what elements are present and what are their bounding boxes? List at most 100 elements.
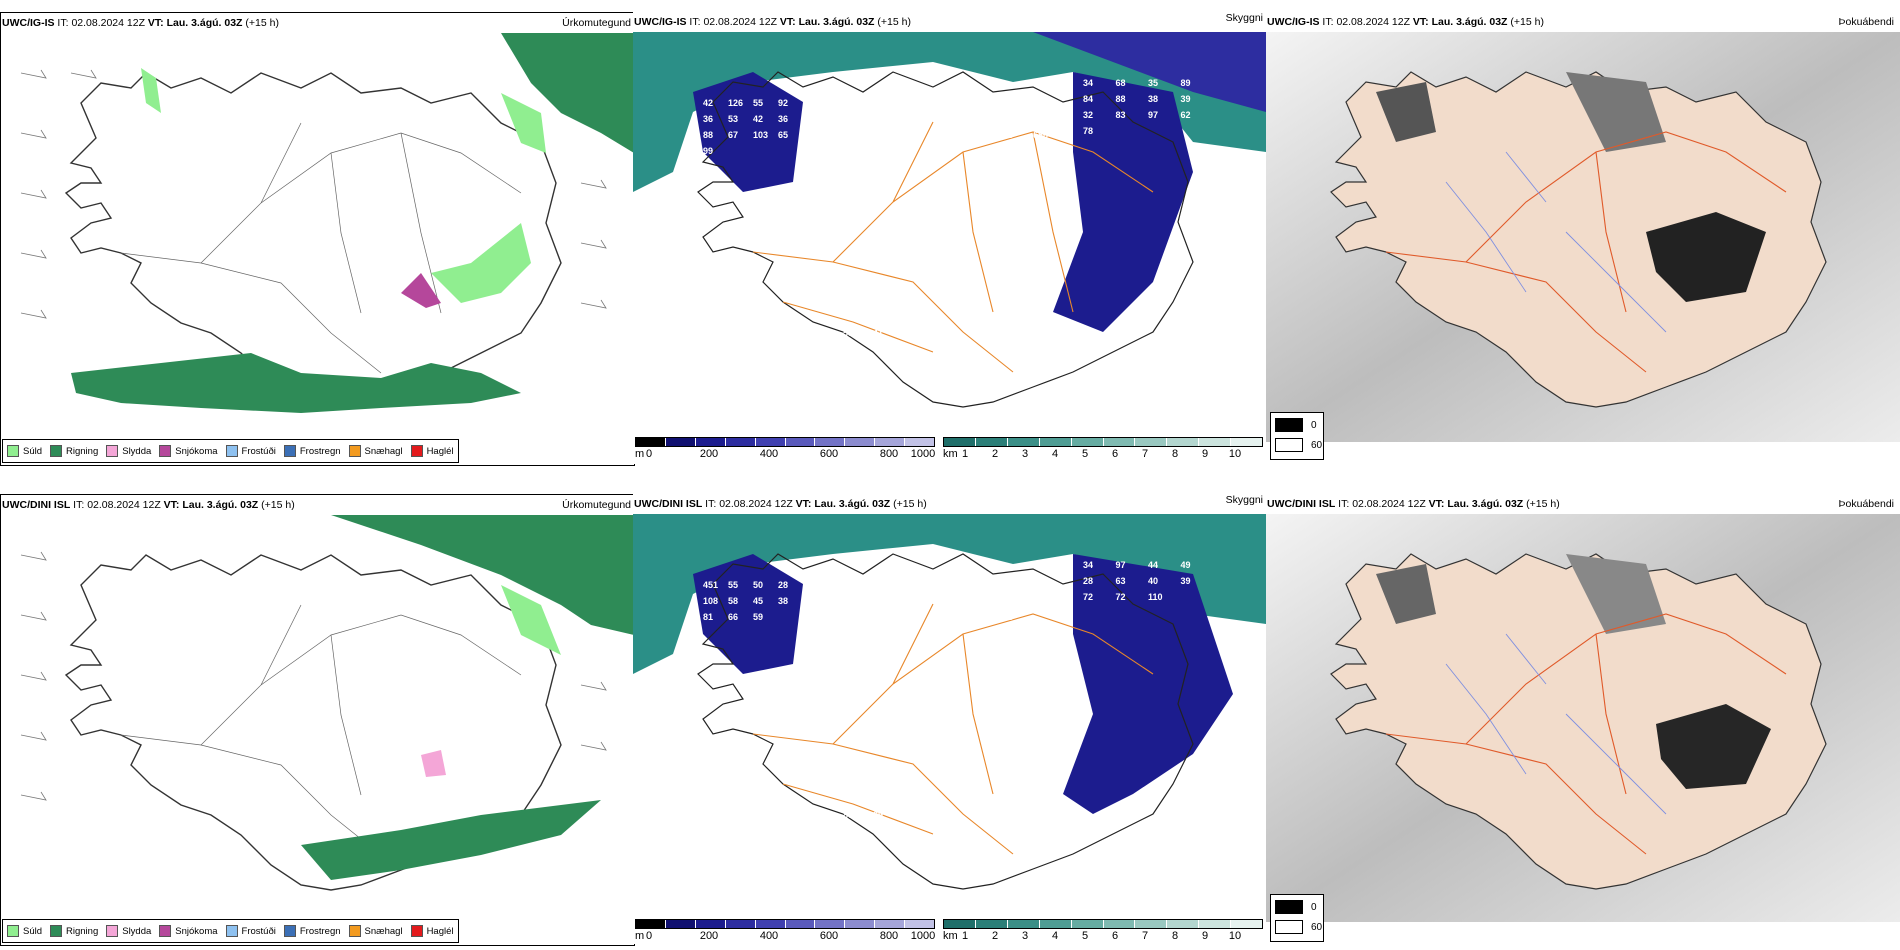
ceiling-value-label: 58 <box>728 596 738 606</box>
ceiling-value-label: 78 <box>1083 126 1093 136</box>
ceiling-value-label: 108 <box>703 596 718 606</box>
ceiling-value-label: 38 <box>1148 94 1158 104</box>
ceiling-value-label: 65 <box>778 130 788 140</box>
ceiling-value-label: 39 <box>933 810 943 820</box>
legend-item: Frostúði <box>225 445 276 457</box>
panel-visibility-ig: UWC/IG-IS IT: 02.08.2024 12Z VT: Lau. 3.… <box>633 12 1266 464</box>
ceiling-value-label: 44 <box>903 826 913 836</box>
visibility-unit: km <box>943 930 958 942</box>
ceiling-value-label: 20 <box>933 344 943 354</box>
precip-map <box>20 515 634 891</box>
panel-precip-type-dini: UWC/DINI ISL IT: 02.08.2024 12Z VT: Lau.… <box>0 494 635 946</box>
visibility-tick: 6 <box>1111 448 1119 460</box>
ceiling-value-label: 32 <box>1033 114 1043 124</box>
panel-name: Úrkomutegund <box>562 17 631 29</box>
ceiling-value-label: 68 <box>1116 78 1126 88</box>
panel-visibility-dini: UWC/DINI ISL IT: 02.08.2024 12Z VT: Lau.… <box>633 494 1266 944</box>
legend-swatch <box>7 445 19 457</box>
ceiling-value-label: 36 <box>703 114 713 124</box>
ceiling-value-label: 451 <box>703 580 718 590</box>
ceiling-tick: 0 <box>645 448 653 460</box>
ceiling-value-label: 50 <box>753 580 763 590</box>
visibility-tick: 7 <box>1141 930 1149 942</box>
visibility-unit: km <box>943 448 958 460</box>
visibility-colorbar: km 1 2 3 4 5 6 7 8 9 10 <box>943 437 1263 461</box>
ceiling-value-label: 55 <box>728 580 738 590</box>
ceiling-value-label: 44 <box>1148 560 1158 570</box>
legend-swatch <box>7 925 19 937</box>
ceiling-value-label: 40 <box>1003 114 1013 124</box>
ceiling-colorbar: m 0 200 400 600 800 1000 <box>635 437 935 461</box>
road-network <box>120 122 522 374</box>
fog-legend-swatch <box>1275 418 1303 432</box>
panel-title: UWC/DINI ISL IT: 02.08.2024 12Z VT: Lau.… <box>634 498 927 510</box>
legend-swatch <box>410 445 423 457</box>
ceiling-unit: m <box>635 448 645 460</box>
legend-swatch <box>50 925 63 937</box>
fog-index-map <box>1266 514 1900 922</box>
ceiling-value-label: 99 <box>703 146 713 156</box>
legend-swatch <box>225 445 238 457</box>
precip-map <box>20 33 634 413</box>
panel-precip-type-ig: UWC/IG-IS IT: 02.08.2024 12Z VT: Lau. 3.… <box>0 12 635 466</box>
ceiling-value-label: 686 <box>1033 130 1048 140</box>
ceiling-tick: 800 <box>879 930 899 942</box>
legend-item: Snæhagl <box>348 445 403 457</box>
ceiling-value-label: 35 <box>843 344 853 354</box>
visibility-tick: 6 <box>1111 930 1119 942</box>
ceiling-value-label: 59 <box>753 612 763 622</box>
ceiling-value-label: 71 <box>843 360 853 370</box>
ceiling-value-label: 84 <box>1083 94 1093 104</box>
legend-item: Snæhagl <box>348 925 403 937</box>
ceiling-value-label: 32 <box>1083 110 1093 120</box>
legend-item: Snjókoma <box>159 925 218 937</box>
visibility-map: 451 34 31 86 55 97 82 39 50 44 32 59 28 49 34 39 108 28 37… <box>633 514 1266 912</box>
panel-name: Þokuábendi <box>1838 498 1894 510</box>
ceiling-value-label: 28 <box>1083 576 1093 586</box>
panel-title: UWC/DINI ISL IT: 02.08.2024 12Z VT: Lau.… <box>2 499 295 511</box>
legend-swatch <box>410 925 423 937</box>
ceiling-value-label: 59 <box>973 596 983 606</box>
panel-name: Skyggni <box>1225 494 1263 506</box>
ceiling-value-label: 106 <box>843 842 858 852</box>
ceiling-tick: 0 <box>645 930 653 942</box>
legend-item: Snjókoma <box>159 445 218 457</box>
fog-legend-swatch <box>1275 920 1303 934</box>
ceiling-value-label: 97 <box>1148 110 1158 120</box>
legend-swatch <box>283 925 296 937</box>
panel-title: UWC/DINI ISL IT: 02.08.2024 12Z VT: Lau.… <box>1267 498 1560 510</box>
visibility-tick: 1 <box>961 448 969 460</box>
ceiling-value-label: 39 <box>873 810 883 820</box>
precip-type-legend: Súld Rigning Slydda Snjókoma Frostúði Fr… <box>2 439 459 463</box>
legend-item: Haglél <box>410 445 454 457</box>
ceiling-value-label: 14 <box>943 146 953 156</box>
ceiling-value-label: 34 <box>1083 560 1093 570</box>
ceiling-value-label: 20 <box>1033 596 1043 606</box>
ceiling-colorbar-swatches <box>635 919 935 929</box>
ceiling-value-label: 59 <box>903 810 913 820</box>
ceiling-value-label: 58 <box>903 842 913 852</box>
panel-title: UWC/IG-IS IT: 02.08.2024 12Z VT: Lau. 3.… <box>2 17 279 29</box>
ceiling-value-label: 58 <box>843 328 853 338</box>
ceiling-value-label: 41 <box>873 328 883 338</box>
visibility-tick: 7 <box>1141 448 1149 460</box>
legend-item: Slydda <box>106 925 151 937</box>
ceiling-colorbar: m 0 200 400 600 800 1000 <box>635 919 935 943</box>
legend-swatch <box>50 445 63 457</box>
ceiling-value-label: 36 <box>1003 98 1013 108</box>
legend-item: Súld <box>7 925 42 937</box>
visibility-tick: 3 <box>1021 930 1029 942</box>
ceiling-value-label: 86 <box>843 810 853 820</box>
visibility-tick: 4 <box>1051 448 1059 460</box>
ceiling-value-label: 46 <box>1003 596 1013 606</box>
ceiling-tick: 1000 <box>910 448 936 460</box>
precip-type-legend: Súld Rigning Slydda Snjókoma Frostúði Fr… <box>2 919 459 943</box>
visibility-tick: 5 <box>1081 930 1089 942</box>
legend-swatch <box>225 925 238 937</box>
ceiling-value-label: 81 <box>943 130 953 140</box>
ceiling-value-label: 89 <box>1181 78 1191 88</box>
panel-fog-index-dini: UWC/DINI ISL IT: 02.08.2024 12Z VT: Lau.… <box>1266 494 1900 944</box>
ceiling-value-label: 34 <box>1083 78 1093 88</box>
legend-item: Rigning <box>50 445 98 457</box>
ceiling-value-label: 76 <box>943 98 953 108</box>
